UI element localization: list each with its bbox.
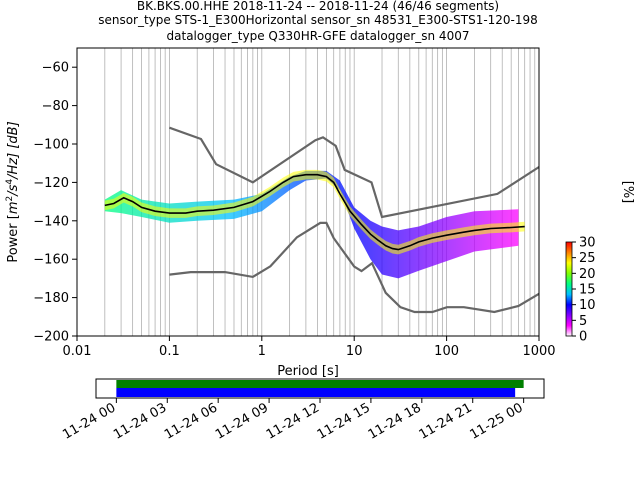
- x-tick-label: 1000: [522, 344, 555, 359]
- y-tick-label: −100: [33, 138, 69, 153]
- plot-frame: [76, 47, 540, 337]
- y-tick-label: −80: [42, 99, 69, 114]
- colorbar-tick-label: 0: [579, 330, 587, 345]
- psd-plot-area: 0.01 0.1 1 10 100 1000 −60 −80 −100 −120 −140 −160…: [33, 47, 556, 359]
- y-axis-label-prefix: Power [: [6, 214, 21, 263]
- timeline-tick-label: 11-24 15: [315, 400, 373, 442]
- x-axis-ticks: 0.01 0.1 1 10 100 1000: [63, 336, 556, 359]
- y-tick-label: −180: [33, 291, 69, 306]
- timeline-tick-label: 11-24 09: [213, 400, 271, 442]
- mean-curve-group: [104, 173, 525, 251]
- y-tick-label: −60: [42, 61, 69, 76]
- y-axis-label-exp-2: 4: [5, 179, 15, 185]
- y-tick-label: −200: [33, 330, 69, 345]
- title-line-1: BK.BKS.00.HHE 2018-11-24 -- 2018-11-24 (…: [137, 0, 499, 13]
- y-tick-label: −160: [33, 253, 69, 268]
- y-axis-label-end: /Hz] [dB]: [6, 121, 21, 180]
- timeline-tick-label: 11-24 12: [264, 400, 322, 442]
- colorbar-tick-label: 20: [579, 267, 596, 282]
- title-line-2: sensor_type STS-1_E300Horizontal sensor_…: [98, 13, 538, 27]
- colorbar-tick-label: 10: [579, 298, 596, 313]
- timeline-tick-label: 11-24 06: [162, 400, 220, 442]
- noise-models: [169, 126, 540, 314]
- timeline-bar-available: [116, 380, 524, 388]
- colorbar-tick-label: 30: [579, 236, 596, 251]
- new-high-noise-model: [169, 126, 540, 219]
- x-axis-label: Period [s]: [277, 364, 339, 379]
- y-axis-label-mid: /s: [6, 184, 21, 196]
- timeline-bar-used: [116, 388, 516, 397]
- x-tick-label: 1: [258, 344, 266, 359]
- colorbar-tick-label: 25: [579, 251, 596, 266]
- y-tick-label: −140: [33, 214, 69, 229]
- y-axis-label-unit-base: m: [6, 201, 21, 214]
- timeline-tick-label: 11-25 00: [468, 400, 526, 442]
- x-tick-label: 10: [346, 344, 363, 359]
- colorbar-tick-label: 5: [579, 314, 587, 329]
- title-line-3: datalogger_type Q330HR-GFE datalogger_sn…: [167, 29, 470, 43]
- timeline-tick-label: 11-24 03: [111, 400, 169, 442]
- x-tick-label: 0.1: [159, 344, 180, 359]
- y-axis-label-exp-1: 2: [5, 196, 15, 202]
- x-tick-label: 0.01: [63, 344, 92, 359]
- y-axis-ticks: −60 −80 −100 −120 −140 −160 −180 −200: [33, 61, 77, 345]
- timeline-tick-label: 11-24 21: [417, 400, 475, 442]
- x-tick-label: 100: [434, 344, 459, 359]
- y-axis-label: Power [m2/s4/Hz] [dB]: [5, 121, 21, 262]
- timeline-tick-label: 11-24 18: [366, 400, 424, 442]
- plot-background: [77, 48, 539, 336]
- colorbar-gradient: [565, 241, 573, 337]
- density-envelope: [104, 170, 519, 279]
- new-low-noise-model: [169, 221, 540, 314]
- mean-curve: [104, 173, 525, 251]
- colorbar-tick-label: 15: [579, 283, 596, 298]
- colorbar-label: [%]: [620, 181, 635, 204]
- y-tick-label: −120: [33, 176, 69, 191]
- timeline-tick-label: 11-24 00: [60, 400, 118, 442]
